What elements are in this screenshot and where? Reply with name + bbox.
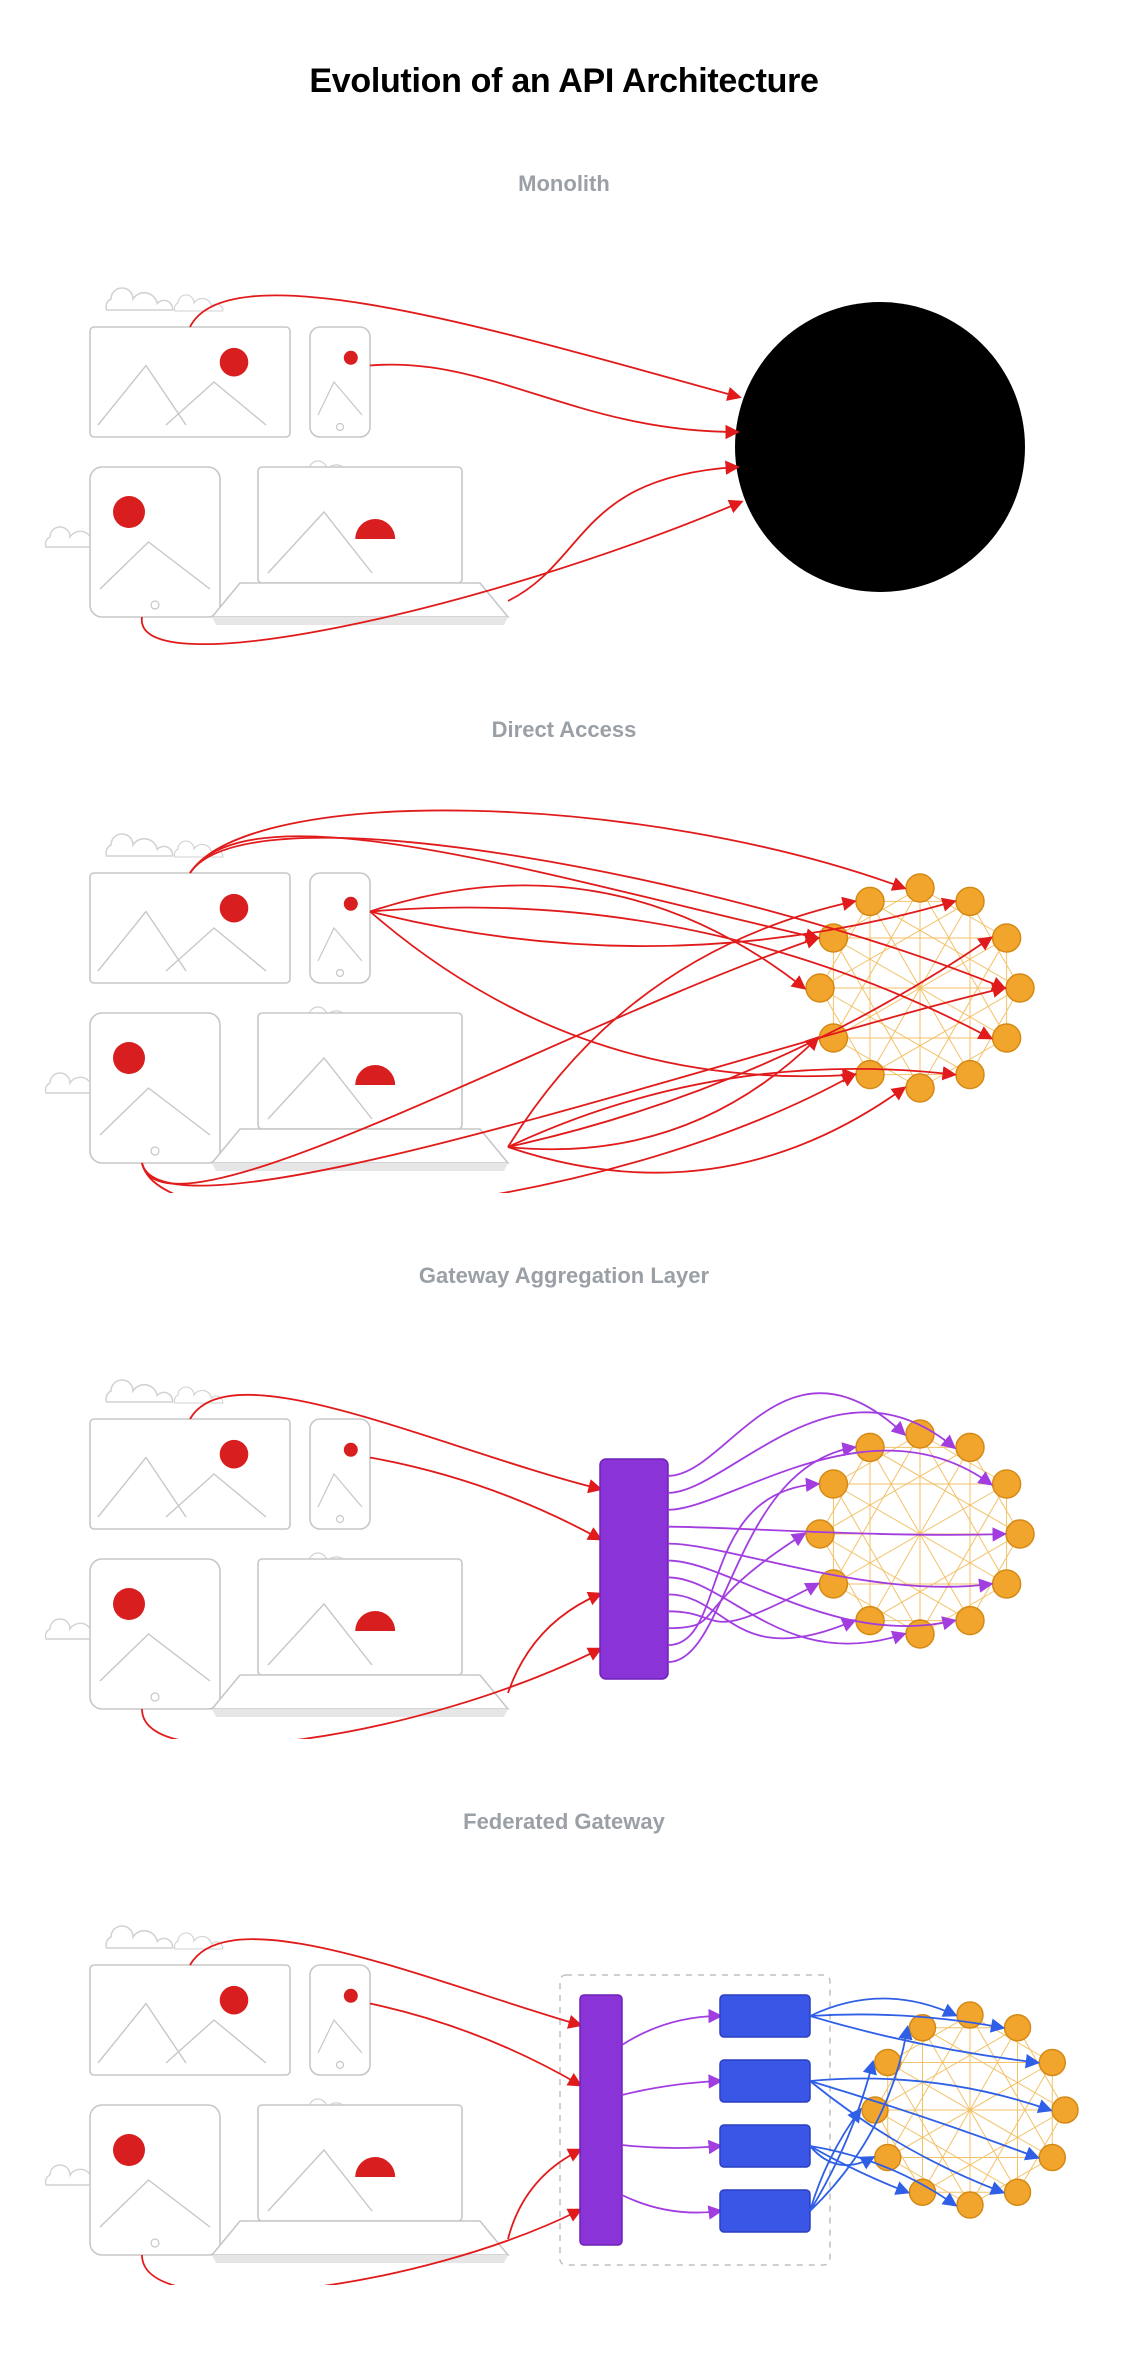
panel-direct [0, 763, 1128, 1193]
panel-federated [0, 1855, 1128, 2285]
diagram-gateway [0, 1309, 1128, 1739]
diagram-monolith [0, 217, 1128, 647]
page: Evolution of an API Architecture Monolit… [0, 0, 1128, 2365]
stage-label-monolith: Monolith [0, 171, 1128, 197]
panel-gateway [0, 1309, 1128, 1739]
diagram-federated [0, 1855, 1128, 2285]
diagram-direct [0, 763, 1128, 1193]
stage-label-federated: Federated Gateway [0, 1809, 1128, 1835]
stage-label-gateway: Gateway Aggregation Layer [0, 1263, 1128, 1289]
panel-monolith [0, 217, 1128, 647]
page-title: Evolution of an API Architecture [0, 0, 1128, 101]
stage-label-direct: Direct Access [0, 717, 1128, 743]
